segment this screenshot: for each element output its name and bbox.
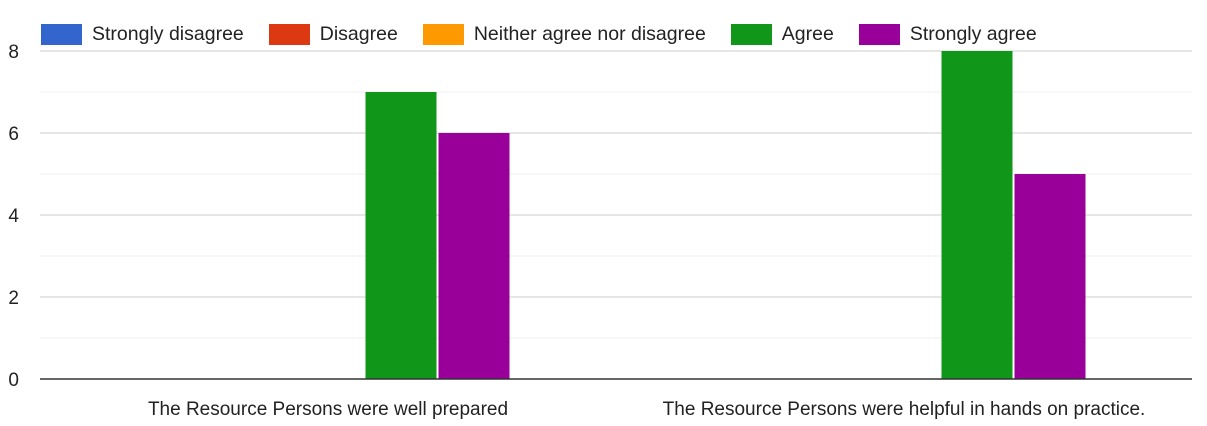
legend-label: Disagree xyxy=(319,22,398,45)
x-category-label: The Resource Persons were well prepared xyxy=(148,399,508,420)
y-tick-label: 0 xyxy=(8,370,19,391)
x-category-label: The Resource Persons were helpful in han… xyxy=(663,399,1146,420)
legend-label: Strongly agree xyxy=(909,22,1037,45)
legend-item: Disagree xyxy=(268,22,398,46)
legend-item: Neither agree nor disagree xyxy=(422,22,706,46)
y-tick-label: 4 xyxy=(8,206,19,227)
bar-agree xyxy=(941,51,1013,379)
legend-item: Agree xyxy=(730,22,834,46)
y-tick-label: 6 xyxy=(8,124,19,145)
legend-label: Neither agree nor disagree xyxy=(473,22,706,45)
y-tick-label: 8 xyxy=(8,42,19,63)
legend-swatch xyxy=(41,23,82,45)
legend-label: Strongly disagree xyxy=(92,22,244,45)
legend-swatch xyxy=(268,23,310,45)
legend-swatch xyxy=(730,23,772,45)
legend-label: Agree xyxy=(781,22,834,45)
legend-item: Strongly agree xyxy=(858,22,1037,46)
bar-strongly-agree xyxy=(1014,174,1086,379)
bar-strongly-agree xyxy=(438,133,510,379)
legend: Strongly disagree Disagree Neither agree n… xyxy=(41,20,1062,48)
legend-swatch xyxy=(422,23,464,45)
y-tick-label: 2 xyxy=(8,288,19,309)
legend-item: Strongly disagree xyxy=(41,23,244,46)
legend-swatch xyxy=(858,23,900,45)
bar-agree xyxy=(365,92,437,379)
